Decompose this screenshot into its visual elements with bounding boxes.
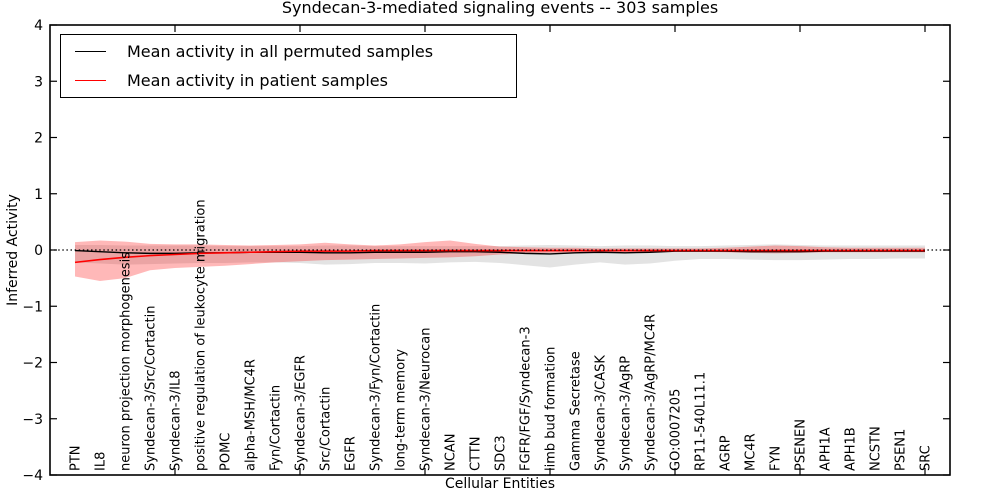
- patient-line-sample-icon: [75, 80, 106, 81]
- category-label: Syndecan-3/EGFR: [294, 355, 309, 471]
- category-label: alpha-MSH/MC4R: [244, 359, 259, 471]
- category-label: Gamma Secretase: [569, 351, 584, 471]
- y-tick-label: −4: [22, 468, 43, 484]
- category-label: Src/Cortactin: [319, 387, 334, 471]
- category-label: Syndecan-3/CASK: [594, 355, 609, 471]
- category-label: PSENEN: [794, 419, 809, 471]
- legend-entry-patient: Mean activity in patient samples: [61, 66, 516, 95]
- category-label: SRC: [919, 445, 934, 471]
- category-label: CTTN: [469, 437, 484, 471]
- category-label: Syndecan-3/IL8: [169, 371, 184, 471]
- category-label: Syndecan-3/AgRP/MC4R: [644, 314, 659, 471]
- category-label: EGFR: [344, 436, 359, 471]
- category-label: Syndecan-3/Neurocan: [419, 328, 434, 471]
- y-tick-label: 3: [34, 74, 43, 90]
- y-tick-label: −2: [22, 356, 43, 372]
- category-label: RP11-540L11.1: [694, 372, 709, 471]
- category-label: Syndecan-3/AgRP: [619, 356, 634, 471]
- patient-mean-line: [74, 249, 925, 264]
- category-label: NCAN: [444, 434, 459, 471]
- y-tick-label: 2: [34, 131, 43, 147]
- y-tick-label: −3: [22, 412, 43, 428]
- y-axis-label: Inferred Activity: [5, 194, 21, 306]
- legend-label-permuted: Mean activity in all permuted samples: [127, 42, 434, 61]
- category-label: SDC3: [494, 435, 509, 471]
- category-label: long-term memory: [394, 349, 409, 471]
- y-tick-label: 0: [34, 243, 43, 259]
- legend-label-patient: Mean activity in patient samples: [127, 71, 388, 90]
- category-label: FGFR/FGF/Syndecan-3: [519, 326, 534, 471]
- category-label: Syndecan-3/Src/Cortactin: [144, 305, 159, 471]
- category-label: GO:0007205: [669, 389, 684, 471]
- category-label: Syndecan-3/Fyn/Cortactin: [369, 304, 384, 471]
- y-tick-label: 4: [34, 18, 43, 34]
- category-label: AGRP: [719, 435, 734, 471]
- category-label: MC4R: [744, 433, 759, 471]
- category-label: NCSTN: [869, 426, 884, 471]
- y-tick-label: 1: [34, 187, 43, 203]
- chart-title: Syndecan-3-mediated signaling events -- …: [281, 0, 719, 17]
- category-label: PSEN1: [894, 429, 909, 471]
- category-label: Fyn/Cortactin: [269, 385, 284, 471]
- category-label: neuron projection morphogenesis: [119, 252, 134, 471]
- category-label: APH1A: [819, 427, 834, 471]
- category-label: POMC: [219, 433, 234, 471]
- legend: Mean activity in all permuted samples Me…: [60, 34, 517, 98]
- category-label: IL8: [94, 452, 109, 471]
- y-tick-label: −1: [22, 299, 43, 315]
- x-axis-label: Cellular Entities: [444, 476, 556, 492]
- category-label: APH1B: [844, 427, 859, 471]
- category-label: positive regulation of leukocyte migrati…: [194, 199, 209, 471]
- category-label: limb bud formation: [544, 347, 559, 471]
- legend-entry-permuted: Mean activity in all permuted samples: [61, 37, 516, 66]
- permuted-line-sample-icon: [75, 51, 106, 52]
- category-label: FYN: [769, 446, 784, 471]
- category-label: PTN: [69, 445, 84, 471]
